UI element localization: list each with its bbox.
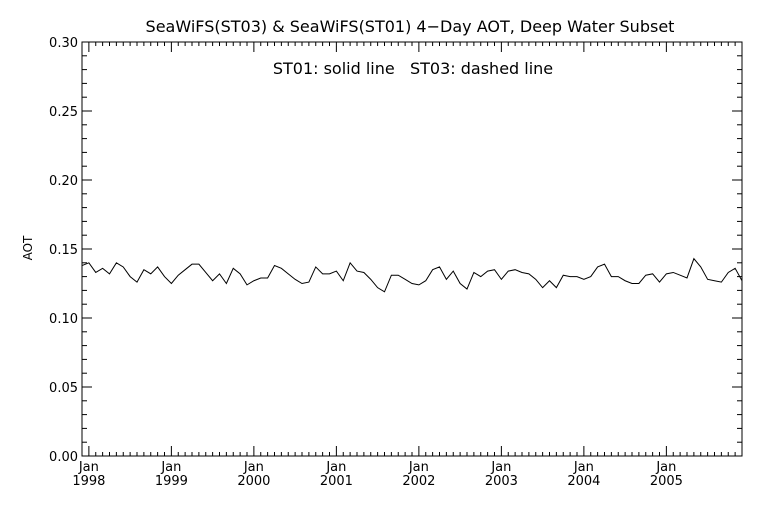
x-tick-month-label: Jan bbox=[655, 460, 676, 475]
x-tick-month-label: Jan bbox=[408, 460, 429, 475]
y-axis-label: AOT bbox=[21, 235, 35, 260]
y-tick-label: 0.00 bbox=[49, 450, 78, 465]
y-tick-label: 0.15 bbox=[49, 243, 78, 258]
y-tick-label: 0.20 bbox=[49, 174, 78, 189]
legend-annotation: ST01: solid line ST03: dashed line bbox=[273, 59, 553, 78]
x-tick-month-label: Jan bbox=[160, 460, 181, 475]
x-tick-year-label: 1999 bbox=[155, 474, 188, 489]
x-tick-year-label: 2004 bbox=[567, 474, 600, 489]
x-tick-year-label: 1998 bbox=[72, 474, 105, 489]
x-tick-month-label: Jan bbox=[490, 460, 511, 475]
x-tick-year-label: 2001 bbox=[320, 474, 353, 489]
y-axis: 0.00 0.05 0.10 0.15 0.20 0.25 0.30 bbox=[49, 36, 742, 465]
x-tick-year-label: 2005 bbox=[650, 474, 683, 489]
x-tick-month-label: Jan bbox=[573, 460, 594, 475]
y-tick-label: 0.30 bbox=[49, 36, 78, 51]
x-tick-month-label: Jan bbox=[325, 460, 346, 475]
x-tick-year-label: 2000 bbox=[237, 474, 270, 489]
x-tick-year-label: 2002 bbox=[402, 474, 435, 489]
y-tick-label: 0.25 bbox=[49, 105, 78, 120]
x-axis: Jan1998Jan1999Jan2000Jan2001Jan2002Jan20… bbox=[72, 42, 736, 489]
x-tick-year-label: 2003 bbox=[485, 474, 518, 489]
series-layer bbox=[81, 257, 743, 293]
x-tick-month-label: Jan bbox=[78, 460, 99, 475]
y-tick-label: 0.05 bbox=[49, 381, 78, 396]
x-tick-month-label: Jan bbox=[243, 460, 264, 475]
chart-title: SeaWiFS(ST03) & SeaWiFS(ST01) 4−Day AOT,… bbox=[146, 17, 675, 36]
y-tick-label: 0.10 bbox=[49, 312, 78, 327]
series-line-st01 bbox=[81, 257, 743, 293]
